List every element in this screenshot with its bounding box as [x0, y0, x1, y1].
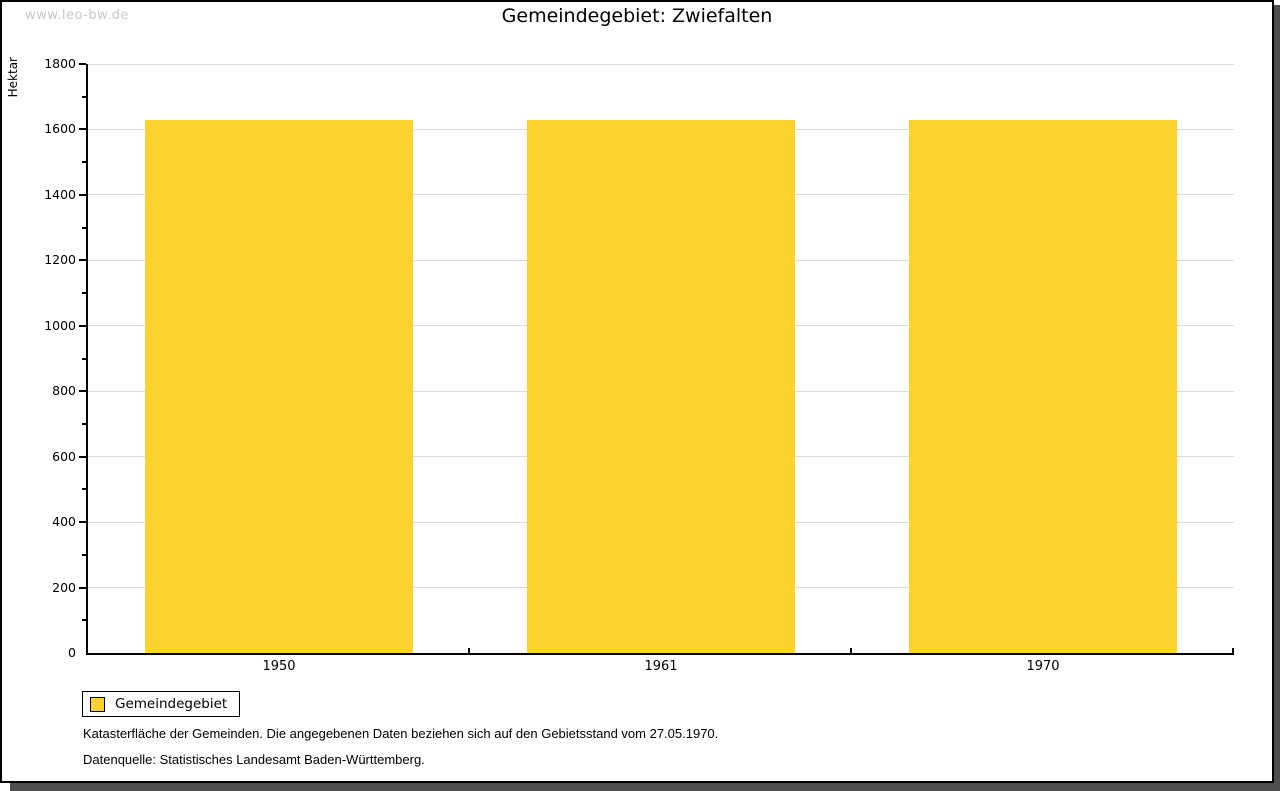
- y-major-tick-800: [79, 390, 86, 393]
- y-major-tick-1600: [79, 128, 86, 131]
- y-minor-tick-1500: [82, 161, 86, 164]
- bar-1950: [145, 119, 413, 653]
- y-minor-tick-500: [82, 488, 86, 491]
- y-minor-tick-300: [82, 553, 86, 556]
- plot-area: 0 200 400 600 800 1000 1200 1400 1600 1800 1950 196…: [44, 56, 1234, 674]
- y-minor-tick-100: [82, 619, 86, 622]
- x-boundary-tick-2: [850, 648, 852, 653]
- x-boundary-tick-3: [1232, 648, 1234, 653]
- x-tick-label-1961: 1961: [644, 659, 678, 674]
- x-boundary-tick-1: [468, 648, 470, 653]
- chart-title: Gemeindegebiet: Zwiefalten: [501, 5, 773, 27]
- legend-label: Gemeindegebiet: [115, 696, 228, 712]
- y-tick-label-1400: 1400: [44, 186, 76, 202]
- y-tick-label-800: 800: [52, 383, 76, 399]
- bar-1961: [527, 119, 795, 653]
- y-major-tick-1000: [79, 324, 86, 327]
- y-major-tick-1200: [79, 259, 86, 262]
- legend-swatch: [90, 696, 105, 712]
- frame-shadow-bottom: [10, 783, 1280, 791]
- y-tick-label-600: 600: [52, 448, 76, 464]
- y-tick-label-1200: 1200: [44, 252, 76, 268]
- frame-shadow-right: [1274, 5, 1280, 791]
- gridline-1800: [88, 63, 1234, 65]
- y-major-tick-600: [79, 455, 86, 458]
- y-tick-label-1000: 1000: [44, 317, 76, 333]
- y-major-tick-200: [79, 586, 86, 589]
- y-minor-tick-1700: [82, 95, 86, 98]
- y-tick-label-1800: 1800: [44, 56, 76, 71]
- legend: Gemeindegebiet: [82, 691, 241, 717]
- y-major-tick-1400: [79, 193, 86, 196]
- y-minor-tick-1100: [82, 292, 86, 295]
- y-minor-tick-900: [82, 357, 86, 360]
- y-tick-label-0: 0: [68, 645, 76, 660]
- watermark: www.leo-bw.de: [25, 8, 129, 23]
- y-tick-label-200: 200: [52, 579, 76, 595]
- footnote-description: Katasterfläche der Gemeinden. Die angege…: [83, 726, 719, 741]
- x-tick-label-1950: 1950: [262, 659, 296, 674]
- y-minor-tick-700: [82, 422, 86, 425]
- x-tick-label-1970: 1970: [1026, 659, 1060, 674]
- y-tick-label-1600: 1600: [44, 121, 76, 137]
- y-tick-label-400: 400: [52, 514, 76, 530]
- bar-1970: [909, 119, 1177, 653]
- footnote-source: Datenquelle: Statistisches Landesamt Bad…: [83, 752, 425, 767]
- y-major-tick-400: [79, 521, 86, 524]
- y-minor-tick-1300: [82, 226, 86, 229]
- y-major-tick-1800: [79, 63, 86, 65]
